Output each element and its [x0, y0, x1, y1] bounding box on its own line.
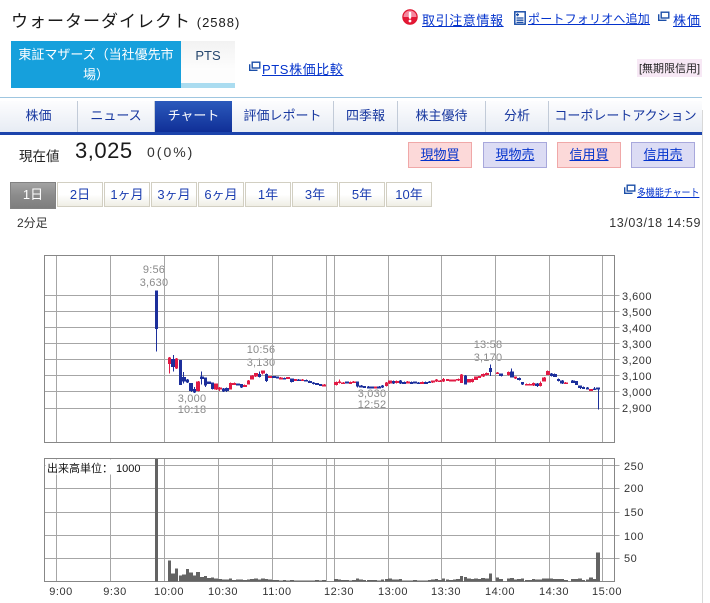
svg-text:3,100: 3,100: [622, 371, 652, 383]
svg-text:13:30: 13:30: [431, 586, 461, 598]
svg-text:10:00: 10:00: [154, 586, 184, 598]
svg-text:10:30: 10:30: [208, 586, 238, 598]
svg-text:3,170: 3,170: [474, 352, 503, 364]
svg-text:14:00: 14:00: [485, 586, 515, 598]
svg-text:2,900: 2,900: [622, 403, 652, 415]
svg-text:200: 200: [624, 483, 644, 495]
svg-text:3,130: 3,130: [247, 357, 276, 369]
svg-text:14:30: 14:30: [539, 586, 569, 598]
svg-text:3,630: 3,630: [140, 277, 169, 289]
svg-text:2分足: 2分足: [17, 216, 48, 230]
svg-text:3,500: 3,500: [622, 307, 652, 319]
svg-text:3,000: 3,000: [178, 393, 207, 405]
svg-text:13:00: 13:00: [378, 586, 408, 598]
svg-text:3,300: 3,300: [622, 339, 652, 351]
svg-text:15:00: 15:00: [592, 586, 622, 598]
svg-text:13/03/18 14:59: 13/03/18 14:59: [609, 216, 701, 230]
svg-text:12:52: 12:52: [358, 399, 387, 411]
svg-text:50: 50: [624, 553, 637, 565]
svg-text:3,000: 3,000: [622, 387, 652, 399]
svg-text:出来高単位： 1000: 出来高単位： 1000: [47, 461, 141, 475]
svg-text:3,400: 3,400: [622, 323, 652, 335]
svg-text:13:58: 13:58: [474, 339, 503, 351]
svg-text:3,200: 3,200: [622, 355, 652, 367]
svg-text:3,600: 3,600: [622, 291, 652, 303]
svg-text:10:18: 10:18: [178, 404, 207, 416]
svg-text:150: 150: [624, 507, 644, 519]
svg-text:100: 100: [624, 531, 644, 543]
svg-text:10:56: 10:56: [247, 344, 276, 356]
svg-text:12:30: 12:30: [324, 586, 354, 598]
svg-text:9:30: 9:30: [103, 586, 126, 598]
svg-text:9:00: 9:00: [49, 586, 72, 598]
svg-text:9:56: 9:56: [143, 264, 165, 276]
svg-text:250: 250: [624, 461, 644, 473]
svg-text:11:00: 11:00: [262, 586, 291, 598]
